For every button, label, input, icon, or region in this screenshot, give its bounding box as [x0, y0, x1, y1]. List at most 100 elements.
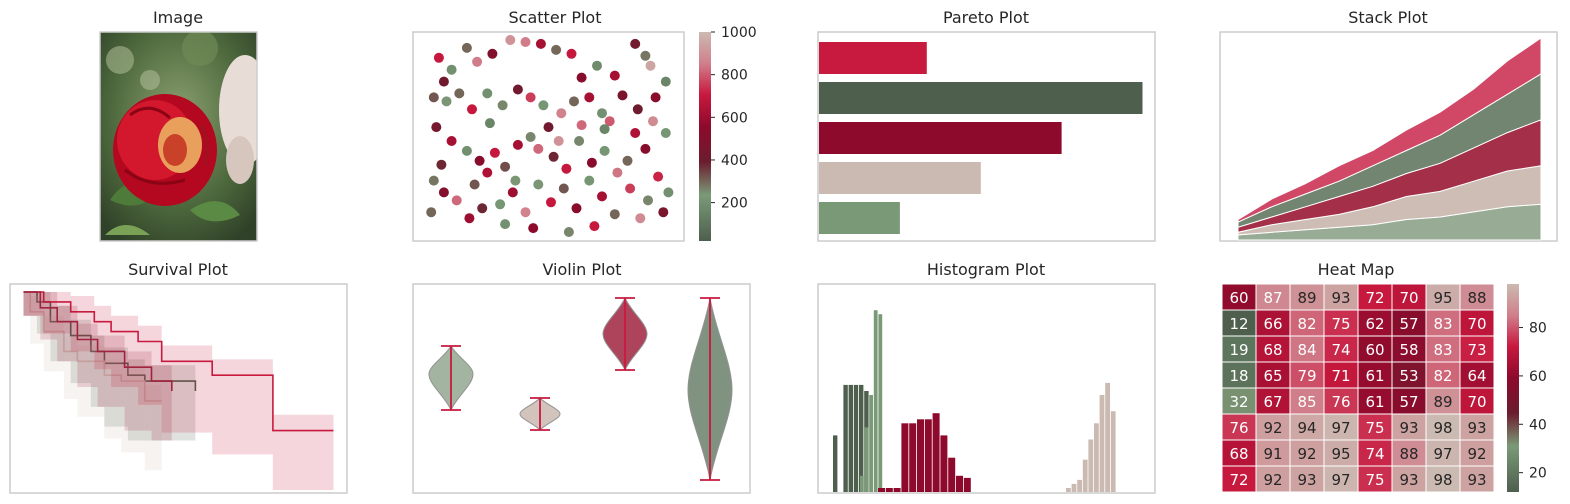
scatter-point [640, 143, 651, 154]
heatmap-cell [1459, 387, 1495, 415]
heatmap-cell-value: 89 [1433, 393, 1452, 411]
heatmap-cell-value: 18 [1229, 367, 1248, 385]
survival-band [104, 359, 122, 439]
survival-band [138, 325, 162, 405]
scatter-point [609, 209, 620, 220]
heatmap-cell [1221, 439, 1257, 467]
heatmap-cell-value: 94 [1297, 419, 1316, 437]
scatter-point [584, 92, 595, 103]
heatmap-cells: 60 87 89 93 72 70 95 88 12 66 82 75 62 57 83 70 19 68 84 74… [1221, 283, 1495, 493]
scatter-point [454, 88, 465, 99]
scatter-point [472, 56, 483, 67]
scatter-point [648, 116, 658, 127]
heatmap-cell-value: 92 [1263, 471, 1282, 489]
scatter-point [433, 52, 444, 63]
heatmap-cell [1221, 465, 1257, 493]
heatmap-cell-value: 71 [1331, 367, 1350, 385]
scatter-point [438, 187, 449, 198]
scatter-point [617, 90, 628, 101]
histogram-bar [1094, 423, 1099, 492]
heatmap-cell-value: 57 [1399, 315, 1418, 333]
scatter-point [510, 175, 521, 186]
histogram-bar [948, 457, 956, 492]
histogram-bar [860, 475, 864, 492]
heatmap-cell [1425, 361, 1461, 389]
heatmap-cell-value: 53 [1399, 367, 1418, 385]
scatter-point [467, 104, 477, 115]
survival-band [124, 351, 152, 431]
scatter-point [535, 38, 546, 49]
heatmap-cell [1459, 335, 1495, 363]
pareto-bars [819, 42, 1143, 234]
scatter-point [609, 70, 620, 81]
histogram-bar [956, 475, 963, 492]
histogram-bar [909, 423, 917, 492]
scatter-point [599, 124, 610, 135]
scatter-point [538, 100, 549, 111]
heatmap-cell [1289, 361, 1325, 389]
heatmap-cell-value: 83 [1433, 315, 1452, 333]
histogram-bar [833, 435, 838, 492]
scatter-point [436, 159, 447, 170]
scatter-point [635, 213, 646, 224]
pareto-bar [819, 82, 1143, 114]
heatmap-cell-value: 84 [1297, 341, 1316, 359]
heatmap-cell [1323, 413, 1359, 441]
heatmap-cell [1357, 439, 1393, 467]
survival-band [97, 335, 125, 407]
heatmap-colorbar-label: 60 [1529, 369, 1547, 385]
scatter-point [589, 221, 600, 232]
survival-band [121, 365, 145, 453]
scatter-point [569, 96, 579, 107]
scatter-point [464, 213, 475, 224]
heatmap-cell-value: 87 [1263, 289, 1282, 307]
image-title: Image [153, 8, 203, 27]
heatmap-cell-value: 66 [1263, 315, 1282, 333]
scatter-point [461, 145, 472, 156]
scatter-colorbar-label: 400 [721, 153, 748, 169]
heatmap-cell-value: 73 [1467, 341, 1486, 359]
heatmap-cell-value: 68 [1263, 341, 1282, 359]
heatmap-cell-value: 91 [1263, 445, 1282, 463]
scatter-point [551, 44, 562, 55]
scatter-point [426, 207, 437, 218]
heatmap-cell [1323, 439, 1359, 467]
scatter-point [505, 35, 516, 45]
heatmap-cell-value: 61 [1365, 367, 1384, 385]
histogram-bar [869, 395, 873, 492]
violins [428, 296, 733, 481]
heatmap-cell-value: 79 [1297, 367, 1316, 385]
heatmap-cell-value: 70 [1467, 315, 1486, 333]
heatmap-cell-value: 70 [1467, 393, 1486, 411]
heatmap-cell-value: 75 [1365, 471, 1384, 489]
scatter-point [584, 175, 595, 186]
scatter-point [431, 122, 442, 133]
scatter-colorbar-label: 800 [721, 68, 748, 84]
heatmap-cell-value: 98 [1433, 471, 1452, 489]
heatmap-cell [1289, 465, 1325, 493]
heatmap-cell-value: 83 [1433, 341, 1452, 359]
heatmap-cell-value: 61 [1365, 393, 1384, 411]
scatter-point [428, 92, 439, 103]
heatmap-cell-value: 97 [1433, 445, 1452, 463]
scatter-point [484, 118, 495, 129]
scatter-point [663, 187, 674, 198]
scatter-point [469, 179, 480, 190]
stack-areas [1237, 37, 1542, 241]
scatter-point [632, 104, 643, 115]
heatmap-cell-value: 88 [1399, 445, 1418, 463]
scatter-point [645, 60, 656, 71]
survival-curve [23, 291, 173, 391]
heatmap-colorbar-gradient [1507, 284, 1519, 492]
heatmap-cell [1391, 283, 1427, 311]
histogram-bar [885, 488, 893, 492]
scatter-point [625, 183, 636, 194]
heatmap-cell [1255, 413, 1291, 441]
scatter-point [500, 161, 511, 172]
scatter-point [495, 199, 506, 210]
heatmap-cell-value: 12 [1229, 315, 1248, 333]
scatter-point [500, 219, 511, 230]
scatter-point [597, 191, 607, 202]
heatmap-cell-value: 95 [1331, 445, 1350, 463]
histogram-bar [1071, 483, 1077, 492]
